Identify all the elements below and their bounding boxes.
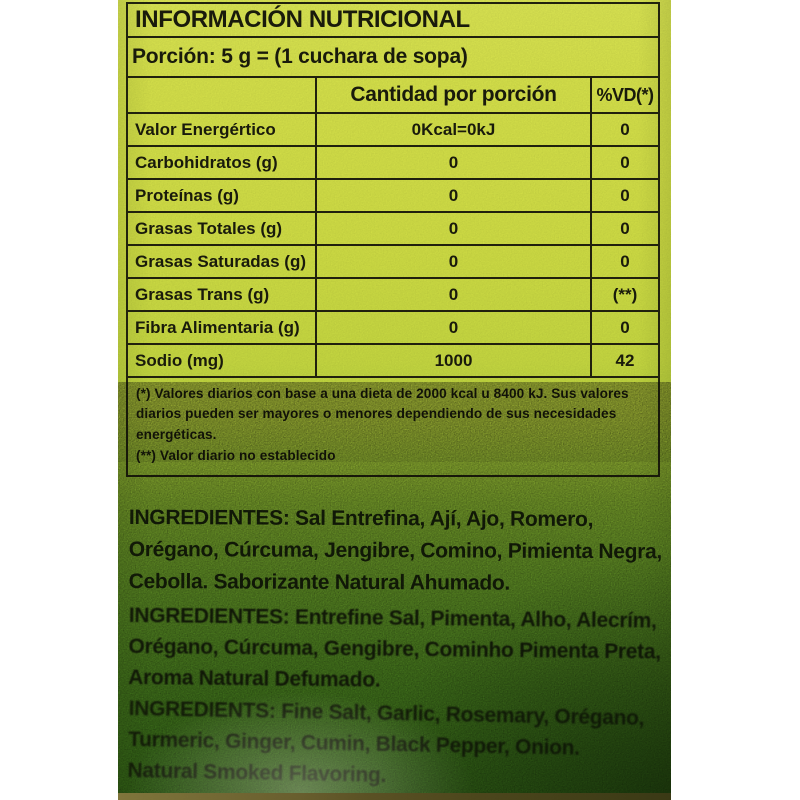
table-row-fiber: Fibra Alimentaria (g) 0 0	[128, 310, 658, 343]
table-row-sodium: Sodio (mg) 1000 42	[128, 343, 658, 376]
nutrient-amount: 0	[315, 180, 590, 211]
nutrient-name: Valor Energértico	[135, 119, 276, 139]
ingredients-pt-line: Aroma Natural Defumado.	[128, 665, 381, 692]
product-label: INFORMACIÓN NUTRICIONAL Porción: 5 g = (…	[118, 0, 671, 800]
nutrition-facts-table: INFORMACIÓN NUTRICIONAL Porción: 5 g = (…	[126, 2, 660, 477]
nutrient-dv: 0	[590, 312, 658, 343]
nutrient-name: Grasas Trans (g)	[135, 284, 270, 304]
table-row-protein: Proteínas (g) 0 0	[128, 178, 658, 211]
nutrient-amount: 0	[315, 213, 590, 244]
ingredients-es-line: Cebolla. Saborizante Natural Ahumado.	[128, 569, 511, 595]
nutrition-table-title: INFORMACIÓN NUTRICIONAL	[135, 6, 470, 33]
nutrient-name: Grasas Saturadas (g)	[135, 251, 307, 271]
table-row-saturated-fat: Grasas Saturadas (g) 0 0	[128, 244, 658, 277]
nutrient-name: Sodio (mg)	[135, 350, 224, 370]
not-established-footnote: (**) Valor diario no establecido	[136, 448, 336, 464]
nutrient-name: Grasas Totales (g)	[135, 218, 283, 238]
nutrient-dv: 0	[590, 180, 658, 211]
nutrient-dv: 0	[590, 246, 658, 277]
header-nutrient-column	[128, 78, 315, 112]
table-row-carbs: Carbohidratos (g) 0 0	[128, 145, 658, 178]
ingredients-es-line: INGREDIENTES: Sal Entrefina, Ají, Ajo, R…	[128, 505, 594, 532]
nutrient-amount: 0	[315, 246, 590, 277]
table-row-trans-fat: Grasas Trans (g) 0 (**)	[128, 277, 658, 310]
header-amount-column: Cantidad por porción	[315, 78, 590, 112]
nutrient-dv: 42	[590, 345, 658, 376]
nutrient-amount: 0Kcal=0kJ	[315, 114, 590, 145]
nutrient-dv: 0	[590, 114, 658, 145]
nutrient-amount: 0	[315, 312, 590, 343]
nutrient-name: Fibra Alimentaria (g)	[135, 317, 300, 337]
header-dv-column: %VD(*)	[590, 78, 658, 112]
table-row-total-fat: Grasas Totales (g) 0 0	[128, 211, 658, 244]
table-header-row: Cantidad por porción %VD(*)	[128, 76, 658, 112]
portion-size-row: Porción: 5 g = (1 cuchara de sopa)	[128, 36, 658, 76]
nutrient-dv: 0	[590, 147, 658, 178]
nutrient-amount: 0	[315, 147, 590, 178]
nutrient-name: Carbohidratos (g)	[135, 152, 278, 172]
label-bottom-edge	[118, 793, 671, 800]
nutrient-amount: 0	[315, 279, 590, 310]
nutrient-dv: 0	[590, 213, 658, 244]
nutrient-dv: (**)	[590, 279, 658, 310]
daily-values-footnote: (*) Valores diarios con base a una dieta…	[136, 386, 629, 442]
nutrient-name: Proteínas (g)	[135, 185, 239, 205]
ingredients-es-line: Orégano, Cúrcuma, Jengibre, Comino, Pimi…	[128, 537, 662, 564]
footnote-box: (*) Valores diarios con base a una dieta…	[128, 376, 658, 475]
ingredients-english: INGREDIENTS: Fine Salt, Garlic, Rosemary…	[127, 693, 671, 797]
nutrient-amount: 1000	[315, 345, 590, 376]
ingredients-spanish: INGREDIENTES: Sal Entrefina, Ají, Ajo, R…	[129, 502, 671, 600]
table-row-energy: Valor Energértico 0Kcal=0kJ 0	[128, 112, 658, 145]
ingredients-portuguese: INGREDIENTES: Entrefine Sal, Pimenta, Al…	[128, 600, 671, 699]
